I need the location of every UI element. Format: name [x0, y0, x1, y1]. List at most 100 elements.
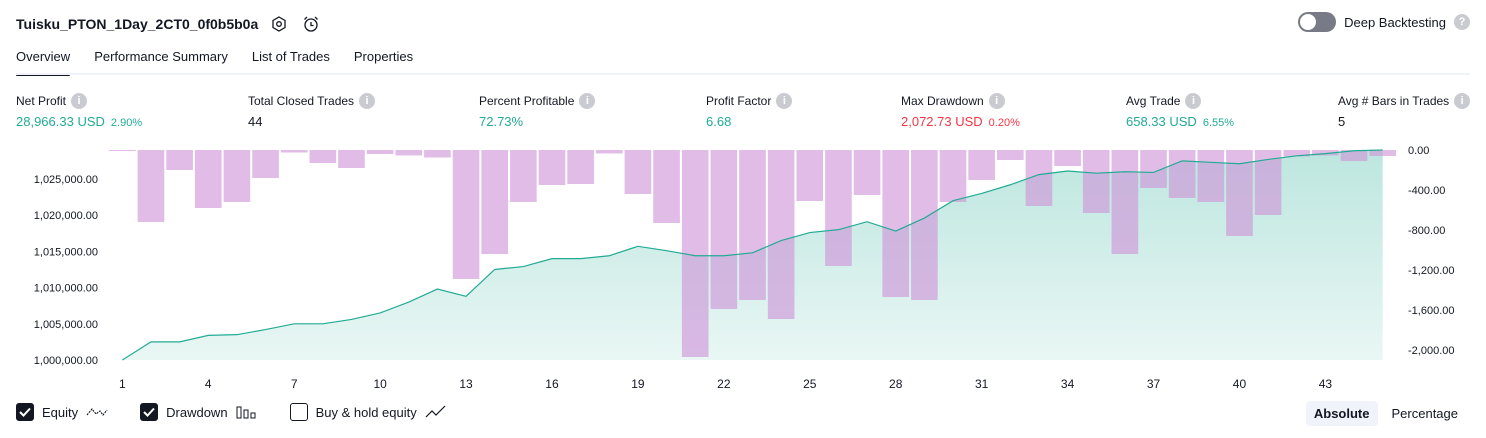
drawdown-bar [1140, 150, 1167, 188]
metric-value: 72.73% [479, 114, 524, 129]
equity-line [122, 149, 1383, 361]
right-axis-tick: -2,000.00 [1408, 345, 1454, 357]
drawdown-bar [424, 150, 451, 158]
right-axis-tick: -800.00 [1408, 225, 1445, 237]
metric-value: 658.33 USD [1126, 114, 1197, 129]
info-icon[interactable]: i [359, 93, 376, 109]
info-icon[interactable]: i [776, 93, 793, 109]
x-axis-tick: 28 [889, 377, 903, 391]
x-axis-tick: 22 [717, 377, 731, 391]
drawdown-bar [1312, 150, 1339, 156]
drawdown-bar [338, 150, 365, 168]
drawdown-bar [223, 150, 251, 202]
metric-percent-profitable: Percent Profitable i 72.73% [479, 93, 596, 129]
info-icon[interactable]: i [71, 93, 88, 109]
equity-line-icon [86, 408, 108, 416]
x-axis-tick: 10 [373, 377, 387, 391]
legend-buy-hold[interactable]: Buy & hold equity [289, 403, 447, 421]
drawdown-bar [911, 150, 938, 300]
drawdown-bar [595, 150, 623, 154]
mode-absolute[interactable]: Absolute [1305, 401, 1378, 426]
value-mode-switch: Absolute Percentage [1305, 401, 1466, 426]
drawdown-bar [710, 150, 738, 309]
drawdown-bar [882, 150, 910, 297]
right-axis-tick: -1,600.00 [1408, 305, 1454, 317]
right-axis-tick: 0.00 [1408, 145, 1429, 157]
metric-total-closed-trades: Total Closed Trades i 44 [248, 93, 376, 129]
drawdown-bar [825, 150, 852, 266]
tab-performance-summary[interactable]: Performance Summary [94, 49, 228, 64]
legend-label: Buy & hold equity [315, 404, 417, 420]
buy-hold-checkbox[interactable] [289, 403, 308, 421]
right-axis-tick: -400.00 [1408, 185, 1445, 197]
deep-backtesting-toggle[interactable] [1298, 12, 1337, 32]
metric-label: Profit Factor [706, 94, 772, 108]
legend-equity[interactable]: Equity [16, 403, 108, 421]
right-axis-tick: -1,200.00 [1408, 265, 1454, 277]
info-icon[interactable]: i [579, 93, 596, 109]
x-axis-tick: 34 [1061, 377, 1075, 391]
info-icon[interactable]: i [1185, 93, 1202, 109]
tab-properties[interactable]: Properties [353, 49, 414, 64]
strategy-title: Tuisku_PTON_1Day_2CT0_0f0b5b0a [16, 16, 259, 32]
left-axis-tick: 1,025,000.00 [34, 174, 98, 186]
metric-net-profit: Net Profit i 28,966.33 USD 2.90% [16, 93, 142, 129]
drawdown-bar [1082, 150, 1110, 213]
drawdown-bar [452, 150, 480, 279]
tab-list-of-trades[interactable]: List of Trades [251, 49, 330, 64]
help-icon[interactable]: ? [1454, 14, 1470, 30]
drawdown-bar [1369, 150, 1396, 156]
equity-area [122, 150, 1383, 360]
drawdown-bar [767, 150, 795, 319]
metric-value: 2,072.73 USD [901, 114, 983, 129]
drawdown-bar [538, 150, 566, 185]
x-axis-tick: 13 [459, 377, 473, 391]
x-axis-tick: 1 [119, 377, 126, 391]
drawdown-bar [1054, 150, 1081, 166]
deep-backtesting: Deep Backtesting ? [1298, 12, 1470, 32]
tab-divider [16, 73, 1470, 75]
drawdown-bar [280, 150, 308, 153]
x-axis-tick: 7 [291, 377, 298, 391]
left-axis-tick: 1,005,000.00 [34, 319, 98, 331]
x-axis-tick: 43 [1319, 377, 1333, 391]
left-axis-tick: 1,015,000.00 [34, 246, 98, 258]
drawdown-bar [853, 150, 881, 195]
legend-label: Equity [42, 404, 79, 420]
drawdown-bar [939, 150, 967, 202]
metric-max-drawdown: Max Drawdown i 2,072.73 USD 0.20% [901, 93, 1020, 129]
metric-label: Net Profit [16, 94, 67, 108]
x-axis-tick: 16 [545, 377, 559, 391]
x-axis-tick: 19 [631, 377, 645, 391]
drawdown-bar [624, 150, 652, 194]
x-axis-tick: 4 [205, 377, 212, 391]
info-icon[interactable]: i [1454, 93, 1471, 109]
drawdown-bars-icon [236, 406, 256, 419]
metric-label: Percent Profitable [479, 94, 575, 108]
metric-value: 28,966.33 USD [16, 114, 105, 129]
tab-overview[interactable]: Overview [16, 46, 71, 76]
chart-legend: Equity Drawdown Buy & hold equity [16, 403, 465, 421]
metric-percent: 2.90% [110, 117, 143, 129]
x-axis-tick: 40 [1233, 377, 1247, 391]
x-axis-tick: 25 [803, 377, 817, 391]
tab-bar: Overview Performance Summary List of Tra… [16, 46, 437, 76]
drawdown-bar [510, 150, 537, 202]
drawdown-checkbox[interactable] [140, 403, 159, 421]
legend-drawdown[interactable]: Drawdown [140, 403, 257, 421]
info-icon[interactable]: i [988, 93, 1005, 109]
drawdown-bar [481, 150, 509, 254]
mode-percentage[interactable]: Percentage [1391, 406, 1459, 421]
left-axis-tick: 1,010,000.00 [34, 283, 98, 295]
settings-icon[interactable] [268, 13, 290, 35]
metric-profit-factor: Profit Factor i 6.68 [706, 93, 793, 129]
metric-percent: 0.20% [988, 117, 1020, 129]
metric-label: Max Drawdown [901, 94, 984, 108]
x-axis-tick: 37 [1147, 377, 1161, 391]
drawdown-bar [567, 150, 594, 184]
drawdown-bar [996, 150, 1024, 160]
drawdown-bar [109, 150, 136, 151]
alarm-clock-icon[interactable] [300, 13, 322, 35]
drawdown-bar [137, 150, 165, 222]
equity-checkbox[interactable] [16, 403, 34, 421]
